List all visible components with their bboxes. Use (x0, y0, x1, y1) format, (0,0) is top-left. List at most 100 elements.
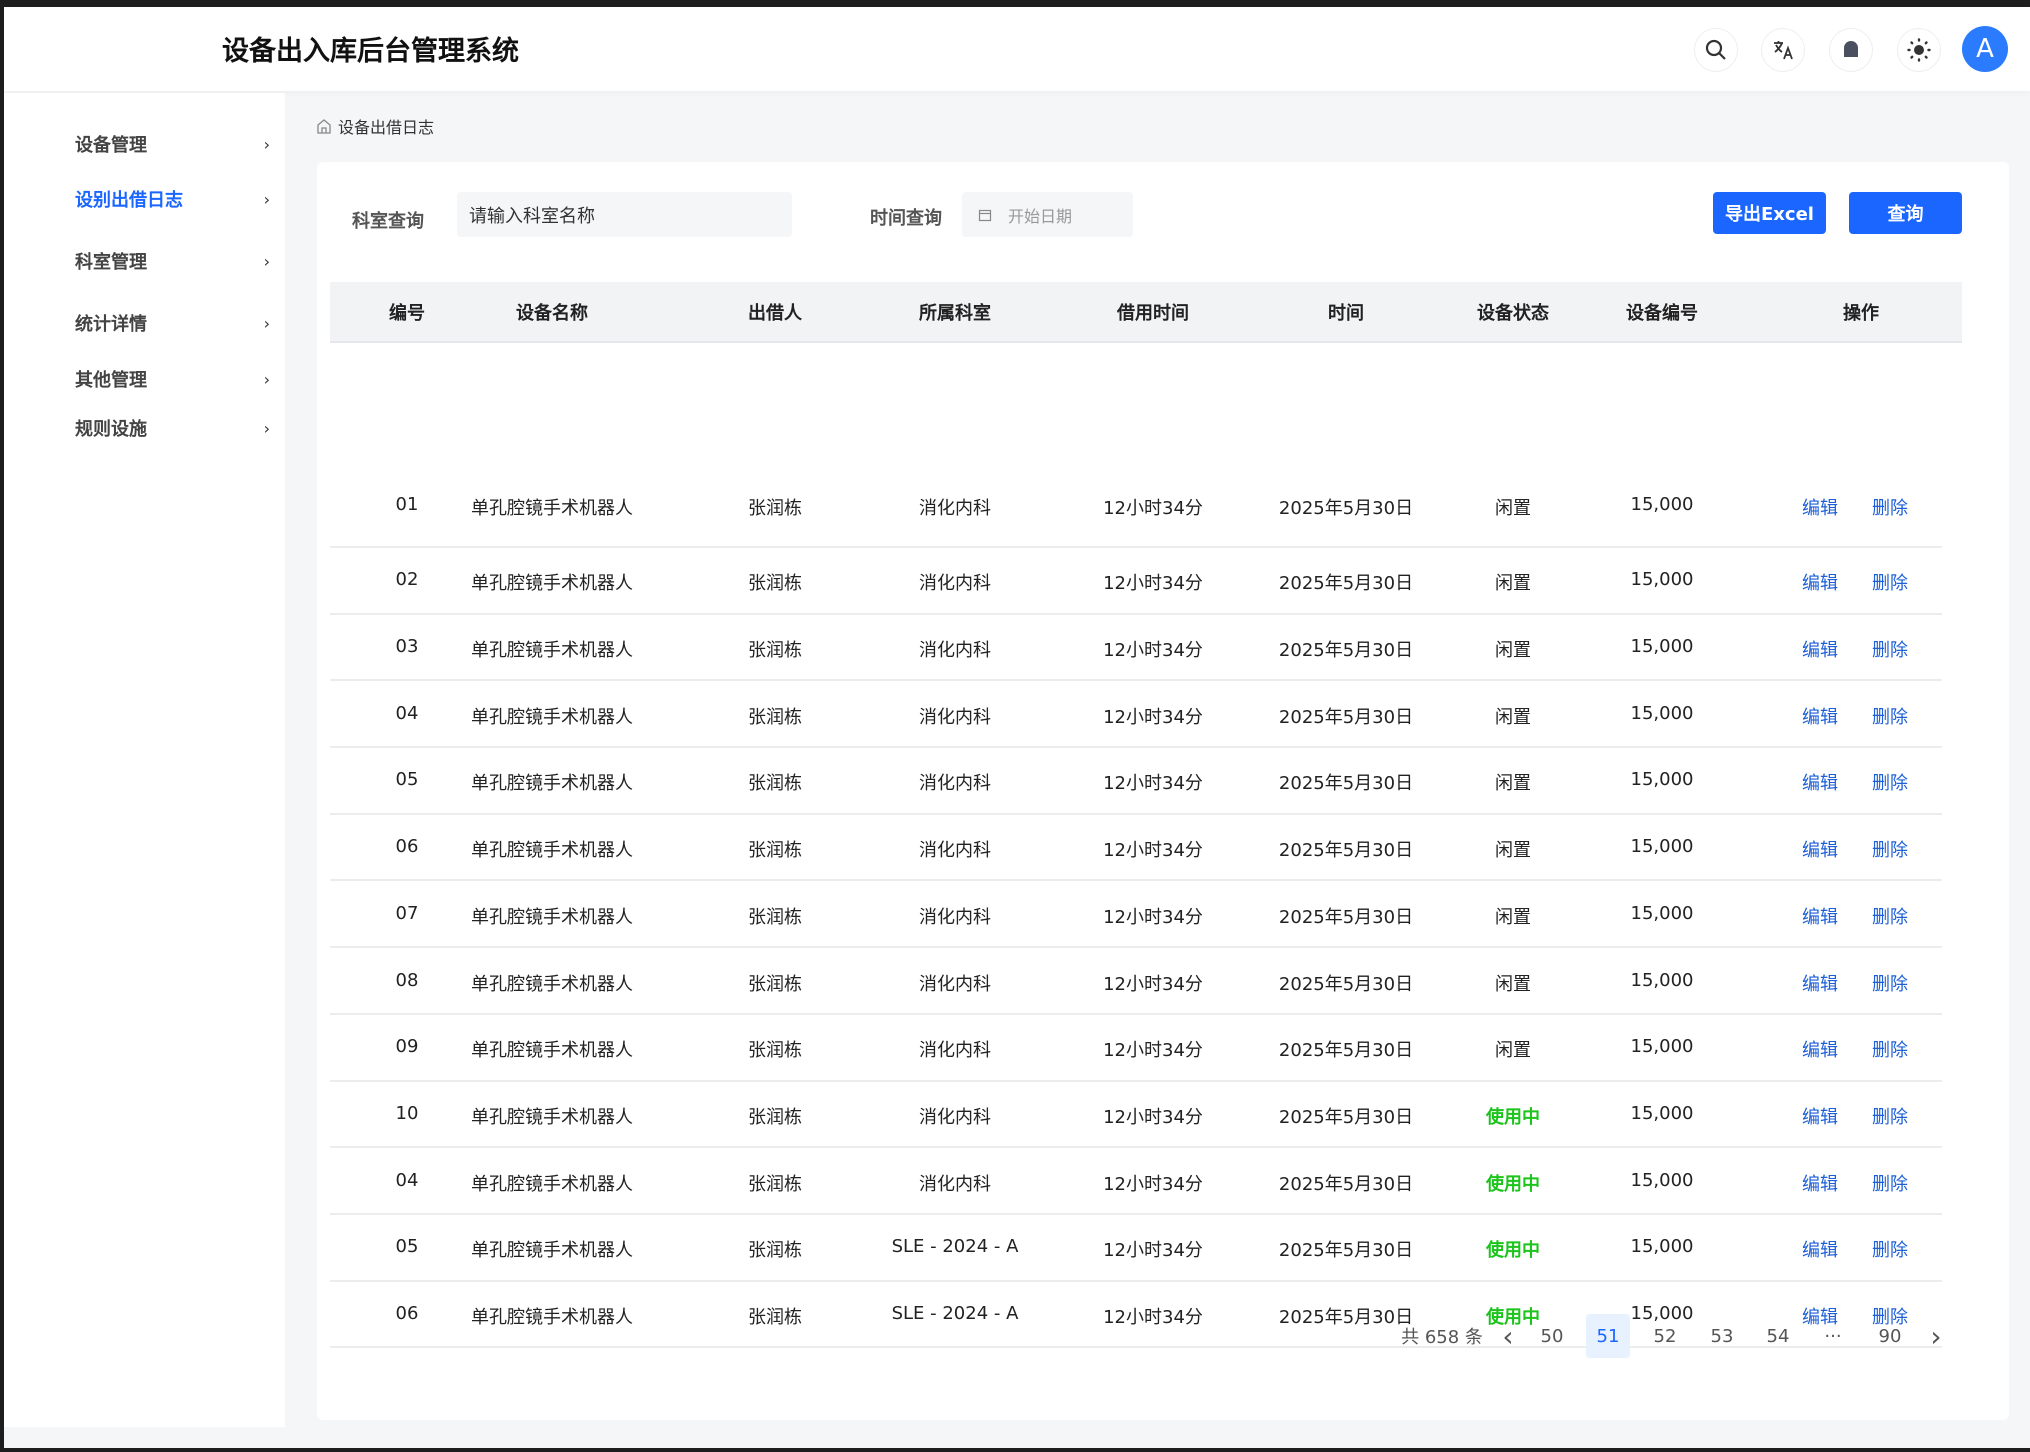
department-search-placeholder: 请输入科室名称 (469, 205, 595, 227)
date: 2025年5月30日 (1278, 573, 1414, 595)
page-52[interactable]: 52 (1653, 1325, 1677, 1347)
delete-link[interactable]: 删除 (1872, 497, 1908, 519)
delete-link[interactable]: 删除 (1872, 973, 1908, 995)
row-number: 01 (395, 493, 419, 515)
device-name: 单孔腔镜手术机器人 (471, 1307, 633, 1329)
device-code: 15,000 (1630, 493, 1694, 515)
delete-link[interactable]: 删除 (1872, 1106, 1908, 1128)
delete-link[interactable]: 删除 (1872, 573, 1908, 595)
department-search-input[interactable]: 请输入科室名称 (457, 192, 792, 237)
sidebar-item-other-management[interactable]: 其他管理 › (75, 366, 270, 392)
date: 2025年5月30日 (1278, 840, 1414, 862)
edit-link[interactable]: 编辑 (1802, 906, 1838, 928)
borrow-duration: 12小时34分 (1103, 640, 1203, 662)
department: 消化内科 (919, 906, 991, 928)
date: 2025年5月30日 (1278, 773, 1414, 795)
chevron-left-icon[interactable]: ‹ (1502, 1319, 1514, 1353)
start-date-placeholder: 开始日期 (1008, 206, 1073, 226)
delete-link[interactable]: 删除 (1872, 906, 1908, 928)
borrower: 张润栋 (748, 906, 802, 928)
sidebar-item-device-management[interactable]: 设备管理 › (75, 131, 270, 157)
start-date-input[interactable]: 开始日期 (962, 192, 1133, 237)
edit-link[interactable]: 编辑 (1802, 573, 1838, 595)
status-badge: 闲置 (1495, 1040, 1531, 1062)
page-53[interactable]: 53 (1710, 1325, 1734, 1347)
table-row: 07 单孔腔镜手术机器人 张润栋 消化内科 12小时34分 2025年5月30日 闲置 15,… (330, 882, 1942, 949)
table-row: 09 单孔腔镜手术机器人 张润栋 消化内科 12小时34分 2025年5月30日 闲置 15,… (330, 1015, 1942, 1082)
page-ellipsis[interactable]: ··· (1824, 1325, 1842, 1347)
edit-link[interactable]: 编辑 (1802, 973, 1838, 995)
department: 消化内科 (919, 640, 991, 662)
edit-link[interactable]: 编辑 (1802, 1106, 1838, 1128)
status-badge: 闲置 (1495, 640, 1531, 662)
row-number: 03 (395, 636, 419, 658)
page-54[interactable]: 54 (1766, 1325, 1790, 1347)
delete-link[interactable]: 删除 (1872, 840, 1908, 862)
search-icon[interactable] (1694, 28, 1738, 72)
device-name: 单孔腔镜手术机器人 (471, 1173, 633, 1195)
home-icon (317, 119, 331, 134)
column-header: 设备状态 (1477, 303, 1549, 324)
edit-link[interactable]: 编辑 (1802, 773, 1838, 795)
status-badge: 闲置 (1495, 906, 1531, 928)
device-name: 单孔腔镜手术机器人 (471, 906, 633, 928)
edit-link[interactable]: 编辑 (1802, 706, 1838, 728)
sidebar-item-label: 规则设施 (75, 419, 147, 440)
edit-link[interactable]: 编辑 (1802, 1307, 1838, 1329)
device-code: 15,000 (1630, 1102, 1694, 1124)
theme-sun-icon[interactable] (1897, 28, 1941, 72)
chevron-right-icon[interactable]: › (1930, 1319, 1942, 1353)
date: 2025年5月30日 (1278, 706, 1414, 728)
status-badge: 使用中 (1486, 1106, 1540, 1128)
edit-link[interactable]: 编辑 (1802, 1040, 1838, 1062)
borrower: 张润栋 (748, 573, 802, 595)
row-number: 05 (395, 1236, 419, 1258)
device-name: 单孔腔镜手术机器人 (471, 706, 633, 728)
status-badge: 使用中 (1486, 1307, 1540, 1329)
device-name: 单孔腔镜手术机器人 (471, 1040, 633, 1062)
borrow-duration: 12小时34分 (1103, 1307, 1203, 1329)
delete-link[interactable]: 删除 (1872, 640, 1908, 662)
sidebar-item-rules[interactable]: 规则设施 › (75, 415, 270, 441)
table-row: 03 单孔腔镜手术机器人 张润栋 消化内科 12小时34分 2025年5月30日 闲置 15,… (330, 615, 1942, 682)
edit-link[interactable]: 编辑 (1802, 497, 1838, 519)
sidebar-item-label: 统计详情 (75, 314, 147, 335)
delete-link[interactable]: 删除 (1872, 773, 1908, 795)
device-name: 单孔腔镜手术机器人 (471, 1106, 633, 1128)
page-50[interactable]: 50 (1540, 1325, 1564, 1347)
page-51[interactable]: 51 (1586, 1314, 1630, 1358)
bell-icon[interactable] (1829, 28, 1873, 72)
edit-link[interactable]: 编辑 (1802, 840, 1838, 862)
sidebar-item-department-management[interactable]: 科室管理 › (75, 248, 270, 274)
department: 消化内科 (919, 1040, 991, 1062)
delete-link[interactable]: 删除 (1872, 1240, 1908, 1262)
borrower: 张润栋 (748, 640, 802, 662)
translate-icon[interactable] (1761, 28, 1805, 72)
sidebar-item-lending-log[interactable]: 设别出借日志 › (75, 186, 270, 212)
chevron-right-icon: › (263, 369, 270, 389)
table-header: 编号 设备名称 出借人 所属科室 借用时间 时间 设备状态 设备编号 操作 (330, 282, 1962, 343)
sidebar-item-label: 科室管理 (75, 252, 147, 273)
page-90[interactable]: 90 (1878, 1325, 1902, 1347)
app: 设备出入库后台管理系统 A 设备管理 › 设别出借日志 › 科室管理 › 统计详情 › … (4, 7, 2030, 1448)
query-button[interactable]: 查询 (1849, 192, 1962, 234)
row-number: 05 (395, 769, 419, 791)
delete-link[interactable]: 删除 (1872, 1040, 1908, 1062)
edit-link[interactable]: 编辑 (1802, 640, 1838, 662)
row-number: 08 (395, 969, 419, 991)
export-excel-button[interactable]: 导出Excel (1713, 192, 1826, 234)
device-name: 单孔腔镜手术机器人 (471, 1240, 633, 1262)
delete-link[interactable]: 删除 (1872, 1173, 1908, 1195)
edit-link[interactable]: 编辑 (1802, 1173, 1838, 1195)
borrow-duration: 12小时34分 (1103, 1173, 1203, 1195)
status-badge: 闲置 (1495, 706, 1531, 728)
status-badge: 闲置 (1495, 573, 1531, 595)
delete-link[interactable]: 删除 (1872, 706, 1908, 728)
department: 消化内科 (919, 973, 991, 995)
delete-link[interactable]: 删除 (1872, 1307, 1908, 1329)
calendar-icon (978, 209, 992, 221)
edit-link[interactable]: 编辑 (1802, 1240, 1838, 1262)
avatar[interactable]: A (1962, 26, 2008, 72)
department: 消化内科 (919, 1173, 991, 1195)
sidebar-item-statistics[interactable]: 统计详情 › (75, 310, 270, 336)
